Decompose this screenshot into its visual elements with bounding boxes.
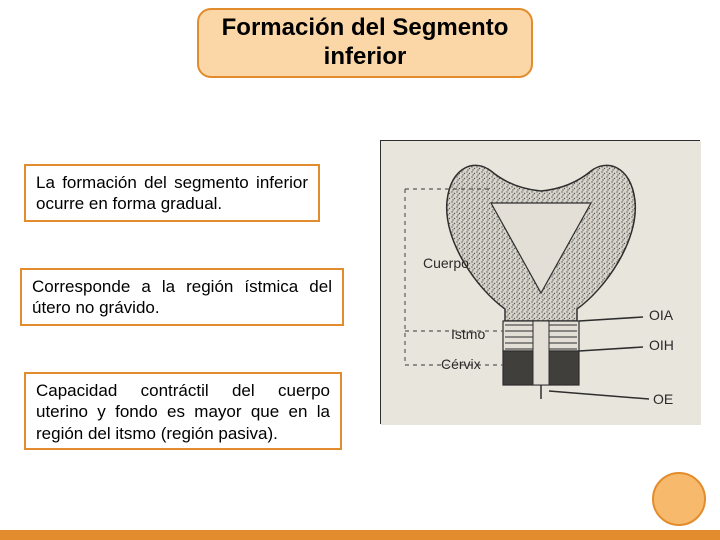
label-istmo: Istmo [451, 326, 485, 342]
diagram-svg [381, 141, 701, 425]
diagram: Cuerpo Istmo Cérvix OIA OIH OE [380, 140, 700, 424]
text-box-2: Corresponde a la región ístmica del úter… [20, 268, 344, 326]
label-oe: OE [653, 391, 673, 407]
label-cervix: Cérvix [441, 356, 481, 372]
text-box-1-text: La formación del segmento inferior ocurr… [36, 173, 308, 213]
text-box-1: La formación del segmento inferior ocurr… [24, 164, 320, 222]
label-cuerpo: Cuerpo [423, 255, 469, 271]
accent-circle-icon [652, 472, 706, 526]
text-box-3: Capacidad contráctil del cuerpo uterino … [24, 372, 342, 450]
label-oih: OIH [649, 337, 674, 353]
title-box: Formación del Segmento inferior [197, 8, 533, 78]
title-text: Formación del Segmento inferior [209, 14, 521, 72]
accent-bar [0, 530, 720, 540]
text-box-2-text: Corresponde a la región ístmica del úter… [32, 277, 332, 317]
slide: Formación del Segmento inferior La forma… [0, 0, 720, 540]
label-oia: OIA [649, 307, 673, 323]
text-box-3-text: Capacidad contráctil del cuerpo uterino … [36, 381, 330, 443]
